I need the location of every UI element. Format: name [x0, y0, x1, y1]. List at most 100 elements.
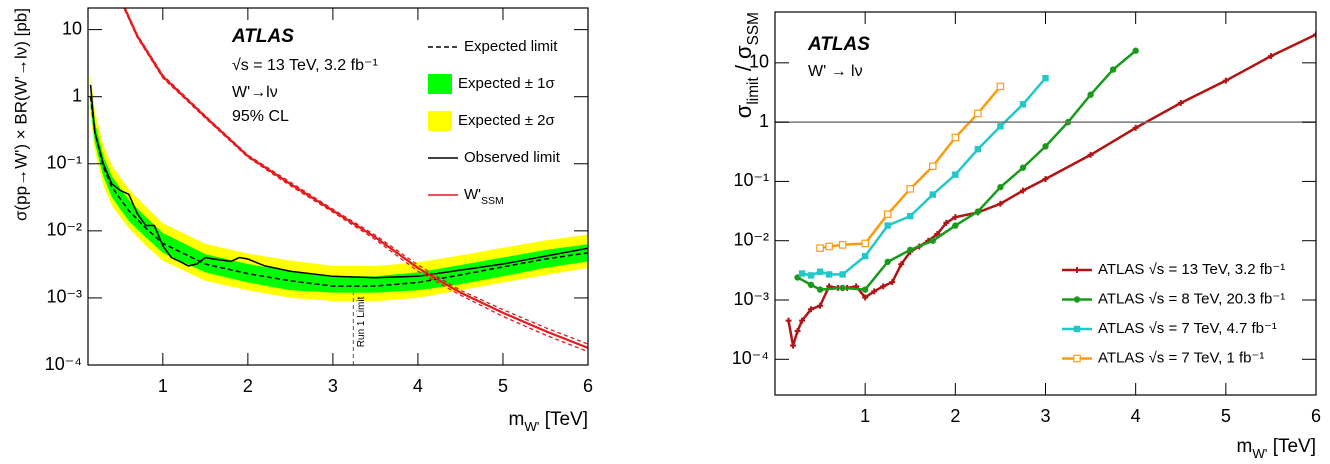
y-tick-label: 10: [62, 18, 82, 38]
legend-label: ATLAS √s = 7 TeV, 4.7 fb⁻¹: [1098, 320, 1277, 337]
marker: [997, 183, 1004, 191]
marker: [1019, 187, 1026, 194]
y-tick-label: 10⁻⁴: [732, 348, 769, 368]
y-tick-label: 10⁻²: [46, 220, 82, 240]
plot-frame: [87, 7, 589, 366]
marker: [816, 286, 824, 293]
marker: [817, 302, 824, 309]
legend-label: Expected ± 2σ: [458, 112, 555, 129]
marker: [997, 123, 1004, 130]
marker: [794, 328, 801, 335]
marker: [1267, 53, 1274, 60]
marker: [952, 222, 959, 229]
marker: [898, 261, 905, 268]
y-tick-label: 10⁻¹: [733, 170, 769, 190]
y-tick-label: 10⁻¹: [46, 153, 82, 173]
marker: [790, 342, 797, 349]
marker: [807, 281, 815, 289]
marker: [943, 219, 950, 226]
marker: [929, 237, 936, 244]
marker: [807, 272, 815, 279]
marker: [934, 230, 941, 237]
marker: [952, 171, 959, 178]
y-axis-label: σlimit / σSSM: [731, 12, 762, 118]
legend-label: ATLAS √s = 13 TeV, 3.2 fb⁻¹: [1098, 261, 1285, 278]
reference-label: Run 1 Limit: [356, 296, 367, 347]
marker: [883, 210, 892, 219]
text-part: σ: [731, 104, 756, 118]
plot-area: [785, 31, 1316, 349]
marker: [861, 286, 869, 293]
marker: [839, 284, 846, 292]
marker: [906, 185, 915, 193]
x-tick-label: 3: [328, 376, 338, 396]
subscript: limit: [745, 77, 762, 105]
y-tick-label: 10: [749, 52, 769, 72]
marker: [1019, 101, 1027, 108]
marker: [861, 252, 869, 260]
marker: [951, 133, 960, 142]
marker: [997, 200, 1004, 207]
x-tick-label: 2: [243, 376, 253, 396]
marker: [884, 222, 891, 229]
text-part: m: [509, 409, 525, 430]
marker: [1042, 143, 1049, 150]
marker: [816, 268, 824, 275]
marker: [1087, 151, 1094, 158]
marker: [884, 258, 891, 266]
annotation: ATLAS: [231, 26, 294, 47]
marker: [785, 317, 792, 324]
marker: [1073, 354, 1081, 363]
marker: [952, 214, 959, 221]
plot-area: [89, 8, 588, 353]
series-line: [123, 8, 588, 349]
x-tick-label: 6: [1311, 406, 1321, 426]
x-tick-label: 1: [860, 406, 870, 426]
marker: [861, 239, 869, 248]
legend-label: Expected ± 1σ: [458, 75, 555, 92]
marker: [839, 271, 846, 278]
annotation: 95% CL: [232, 108, 289, 125]
marker: [1109, 66, 1117, 73]
marker: [889, 279, 896, 286]
marker: [1132, 47, 1139, 54]
legend-label: W'SSM: [464, 186, 504, 207]
annotation: W'→lν: [232, 84, 278, 101]
subscript: W': [1252, 446, 1267, 461]
text-part: W': [464, 186, 481, 203]
series-line: [89, 84, 588, 279]
marker: [907, 212, 914, 220]
marker: [929, 191, 936, 198]
marker: [1222, 77, 1229, 84]
subscript: SSM: [745, 12, 762, 45]
x-tick-label: 5: [1221, 406, 1231, 426]
y-axis-label: σ(pp→W') × BR(W'→lν) [pb]: [11, 8, 30, 221]
annotation: W' → lν: [808, 63, 863, 80]
y-tick-label: 10⁻⁴: [45, 354, 82, 374]
marker: [1042, 75, 1049, 82]
marker: [974, 145, 982, 153]
marker: [1087, 91, 1094, 98]
marker: [808, 306, 815, 313]
marker: [798, 270, 806, 277]
marker: [974, 208, 982, 215]
marker: [871, 288, 878, 295]
legend-label: Observed limit: [464, 149, 561, 166]
x-axis-label: mW' [TeV]: [1237, 436, 1317, 461]
marker: [1042, 175, 1049, 182]
marker: [1073, 325, 1081, 333]
marker: [862, 294, 869, 301]
text-part: / σ: [731, 45, 756, 77]
annotation: √s = 13 TeV, 3.2 fb⁻¹: [232, 57, 378, 74]
marker: [928, 162, 937, 171]
marker: [974, 109, 982, 118]
series-line: [89, 96, 588, 287]
x-axis-label: mW' [TeV]: [509, 409, 589, 434]
y-tick-label: 10⁻³: [46, 287, 82, 307]
marker: [1132, 124, 1139, 131]
legend-swatch: [428, 111, 452, 131]
text-part: [TeV]: [539, 409, 588, 430]
annotation: ATLAS: [807, 34, 870, 55]
